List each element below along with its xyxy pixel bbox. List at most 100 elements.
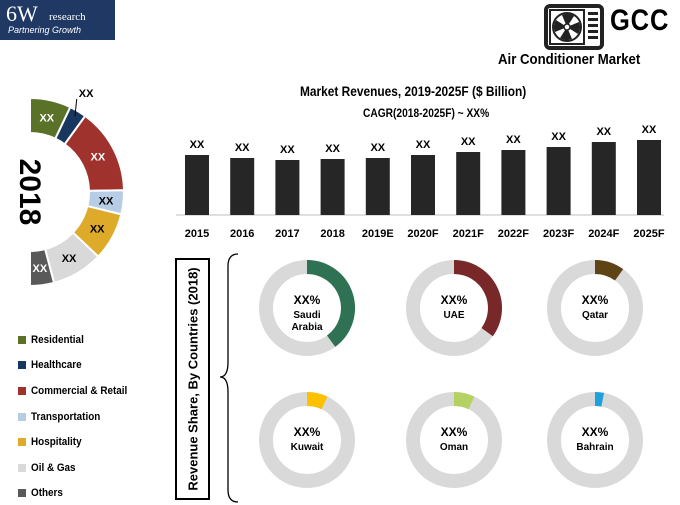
country-share-label: XX% xyxy=(294,293,321,307)
x-tick-label: 2017 xyxy=(275,228,299,240)
segment-legend: Residential Healthcare Commercial & Retail… xyxy=(18,327,138,505)
donut-hole xyxy=(0,135,87,249)
chart-subtitle: CAGR(2018-2025F) ~ XX% xyxy=(363,106,490,120)
legend-item: Transportation xyxy=(18,404,138,430)
country-donut-slice xyxy=(306,260,355,347)
bar-data-label: XX xyxy=(596,126,611,138)
country-donut-track xyxy=(547,260,643,356)
legend-label: Others xyxy=(31,487,63,500)
chart-title: Market Revenues, 2019-2025F ($ Billion) xyxy=(300,83,527,99)
bar-data-label: XX xyxy=(190,139,205,151)
donut-data-label: XX xyxy=(90,152,105,164)
bar xyxy=(185,155,209,215)
x-tick-label: 2022F xyxy=(498,228,529,240)
segment-donut-chart: XX XX XX XX XX XX XX 2018 xyxy=(0,88,126,288)
x-tick-label: 2024F xyxy=(588,228,619,240)
revenue-share-label-box: Revenue Share, By Countries (2018) xyxy=(175,258,210,500)
country-name-label: Saudi xyxy=(293,310,320,321)
bar xyxy=(320,159,345,215)
legend-item: Healthcare xyxy=(18,353,138,379)
legend-label: Residential xyxy=(31,333,84,346)
logo-research: research xyxy=(49,11,86,23)
bar-data-label: XX xyxy=(551,131,566,143)
bar xyxy=(501,150,526,215)
country-donut-track xyxy=(259,392,355,488)
country-name-label: Oman xyxy=(440,442,468,453)
legend-item: Commercial & Retail xyxy=(18,378,138,404)
bar-data-label: XX xyxy=(235,142,250,154)
x-tick-label: 2021F xyxy=(453,228,484,240)
bar xyxy=(365,158,390,215)
curly-brace xyxy=(219,253,239,503)
bar-data-label: XX xyxy=(325,143,340,155)
legend-label: Hospitality xyxy=(31,436,82,449)
bar-data-label: XX xyxy=(506,134,521,146)
donut-data-label: XX xyxy=(90,224,105,236)
legend-swatch xyxy=(18,438,26,447)
country-donut-track xyxy=(406,392,502,488)
country-name-label: Qatar xyxy=(582,310,608,321)
logo-tagline: Partnering Growth xyxy=(8,25,82,35)
legend-label: Commercial & Retail xyxy=(31,384,128,397)
country-donut-track xyxy=(547,392,643,488)
x-tick-label: 2023F xyxy=(543,228,574,240)
legend-label: Healthcare xyxy=(31,359,82,372)
bar xyxy=(411,155,435,215)
country-donut-slice xyxy=(453,392,475,410)
legend-swatch xyxy=(18,361,26,370)
revenue-share-label: Revenue Share, By Countries (2018) xyxy=(185,267,200,491)
logo-mark: 6W xyxy=(6,1,38,26)
country-donut-slice xyxy=(594,260,624,281)
bar-data-label: XX xyxy=(642,124,657,136)
country-name-label: UAE xyxy=(443,310,464,321)
donut-data-label: XX xyxy=(79,88,94,100)
bar-data-label: XX xyxy=(461,136,476,148)
country-share-label: XX% xyxy=(441,425,468,439)
bar-data-label: XX xyxy=(280,144,295,156)
country-share-label: XX% xyxy=(294,425,321,439)
x-tick-label: 2018 xyxy=(320,228,344,240)
x-tick-label: 2015 xyxy=(185,228,209,240)
donut-data-label: XX xyxy=(99,195,114,207)
donut-data-label: XX xyxy=(33,263,48,275)
brand-name: GCC xyxy=(610,4,670,37)
country-name-label: Bahrain xyxy=(576,442,613,453)
air-conditioner-icon xyxy=(544,4,604,50)
bar xyxy=(275,160,300,215)
bar xyxy=(546,147,571,215)
legend-item: Oil & Gas xyxy=(18,455,138,481)
legend-swatch xyxy=(18,412,26,421)
bar xyxy=(591,142,616,215)
country-name-label: Arabia xyxy=(291,322,323,333)
country-share-label: XX% xyxy=(582,293,609,307)
bar xyxy=(456,152,481,215)
legend-item: Others xyxy=(18,481,138,505)
legend-item: Hospitality xyxy=(18,429,138,455)
x-tick-label: 2019E xyxy=(362,228,394,240)
country-share-label: XX% xyxy=(582,425,609,439)
donut-leader-line xyxy=(74,99,78,117)
x-tick-label: 2020F xyxy=(407,228,438,240)
revenue-bar-chart: XX 2015 XX 2016 XX 2017 XX 2018 XX 2019E XX 2020F XX… xyxy=(176,124,665,240)
donut-data-label: XX xyxy=(62,253,77,265)
country-name-label: Kuwait xyxy=(291,442,324,453)
legend-swatch xyxy=(18,489,26,498)
legend-swatch xyxy=(18,463,26,472)
legend-item: Residential xyxy=(18,327,138,353)
legend-swatch xyxy=(18,335,26,344)
legend-label: Transportation xyxy=(31,410,101,423)
country-donut-slice xyxy=(594,392,604,407)
company-logo: 6W research Partnering Growth xyxy=(0,0,115,40)
legend-swatch xyxy=(18,386,26,395)
x-tick-label: 2016 xyxy=(230,228,254,240)
brand-subtitle: Air Conditioner Market xyxy=(498,51,641,68)
country-donut-slice xyxy=(306,392,328,410)
bar xyxy=(637,140,661,215)
bar-data-label: XX xyxy=(370,142,385,154)
donut-year-label: 2018 xyxy=(13,159,46,226)
country-share-label: XX% xyxy=(441,293,468,307)
donut-slice xyxy=(29,247,56,288)
bar-data-label: XX xyxy=(416,139,431,151)
bar xyxy=(230,158,255,215)
